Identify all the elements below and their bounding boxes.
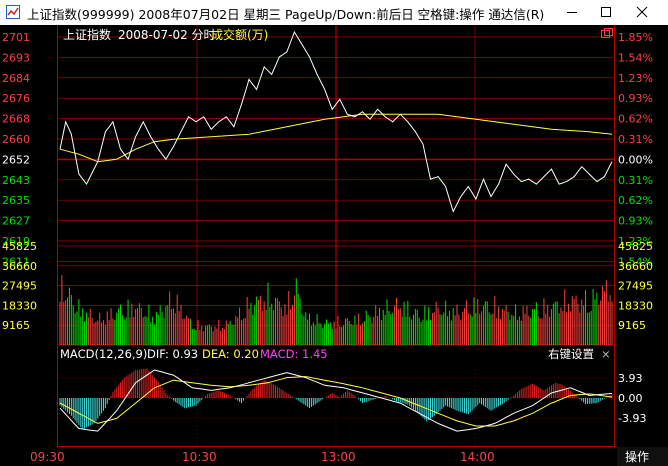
price-tick-label: 2619	[2, 235, 30, 248]
price-tick-label: 2611	[2, 255, 30, 268]
average-price-line	[59, 113, 613, 163]
close-icon[interactable]	[626, 0, 658, 25]
volume-tick-label: 18330	[2, 299, 37, 312]
percent-tick-label: 1.54%	[618, 51, 653, 64]
title-bar: 上证指数(999999) 2008年07月02日 星期三 PageUp/Down…	[0, 0, 668, 26]
macd-dea: DEA: 0.20	[202, 347, 259, 361]
percent-tick-label: 0.62%	[618, 194, 653, 207]
price-tick-label: 2684	[2, 72, 30, 85]
price-tick-label: 2701	[2, 31, 30, 44]
axis-ticks: 2701 2693 2684 2676 2668 2660 2652 2643 2635 2627…	[2, 31, 653, 425]
volume-label: 成交额(万)	[211, 27, 268, 42]
time-label: 10:30	[182, 450, 217, 464]
volume-tick-label-right: 27495	[618, 280, 653, 293]
volume-tick-label: 9165	[2, 319, 30, 332]
macd-bars	[59, 368, 613, 430]
percent-tick-label: 0.31%	[618, 133, 653, 146]
time-label: 14:00	[460, 450, 495, 464]
percent-tick-label: 0.62%	[618, 113, 653, 126]
intraday-chart[interactable]: 上证指数 2008-07-02 分时 成交额(万) 2701 2693 2684 26…	[0, 25, 668, 466]
macd-close-icon[interactable]: ×	[601, 347, 611, 361]
price-line	[59, 30, 613, 213]
price-tick-label: 2627	[2, 215, 30, 228]
percent-tick-label: 0.00%	[618, 153, 653, 166]
percent-tick-label: 0.93%	[618, 215, 653, 228]
macd-tick-label: -3.93	[618, 412, 646, 425]
price-tick-label: 2643	[2, 174, 30, 187]
percent-tick-label: 1.85%	[618, 31, 653, 44]
dif-line	[59, 369, 613, 432]
price-tick-label: 2635	[2, 194, 30, 207]
time-label: 09:30	[30, 450, 65, 464]
macd-tick-label: 0.00	[618, 392, 643, 405]
price-tick-label: 2668	[2, 113, 30, 126]
volume-tick-label-right: 18330	[618, 299, 653, 312]
volume-tick-label: 36660	[2, 260, 37, 273]
volume-tick-label: 27495	[2, 280, 37, 293]
operate-button[interactable]: 操作	[625, 449, 649, 464]
macd-settings-button[interactable]: 右键设置	[548, 347, 594, 361]
price-tick-label: 2652	[2, 153, 30, 166]
macd-value: MACD: 1.45	[260, 347, 328, 361]
restore-icon[interactable]	[601, 28, 613, 38]
window-title: 上证指数(999999) 2008年07月02日 星期三 PageUp/Down…	[27, 7, 545, 22]
percent-tick-label: 1.54%	[618, 255, 653, 268]
chart-grid	[58, 25, 614, 446]
macd-dif: DIF: 0.93	[147, 347, 198, 361]
volume-bars	[59, 275, 613, 345]
minimize-icon[interactable]	[556, 0, 588, 25]
percent-tick-label: 0.31%	[618, 174, 653, 187]
maximize-icon[interactable]	[590, 0, 622, 25]
price-tick-label: 2693	[2, 51, 30, 64]
macd-tick-label: 3.93	[618, 372, 643, 385]
volume-tick-label: 45825	[2, 240, 37, 253]
volume-tick-label-right: 9165	[618, 319, 646, 332]
operate-button-bg[interactable]	[617, 447, 668, 466]
index-name: 上证指数	[63, 27, 111, 42]
percent-tick-label: 1.23%	[618, 235, 653, 248]
volume-tick-label-right: 45825	[618, 240, 653, 253]
app-icon	[6, 5, 20, 19]
macd-name: MACD(12,26,9)	[60, 347, 147, 361]
dea-line	[59, 376, 613, 427]
time-axis: 09:30 10:30 13:00 14:00	[30, 450, 495, 464]
percent-tick-label: 1.23%	[618, 72, 653, 85]
price-tick-label: 2676	[2, 92, 30, 105]
price-tick-label: 2660	[2, 133, 30, 146]
percent-tick-label: 0.93%	[618, 92, 653, 105]
volume-tick-label-right: 36660	[618, 260, 653, 273]
date-label: 2008-07-02 分时	[118, 28, 216, 42]
time-label: 13:00	[321, 450, 356, 464]
